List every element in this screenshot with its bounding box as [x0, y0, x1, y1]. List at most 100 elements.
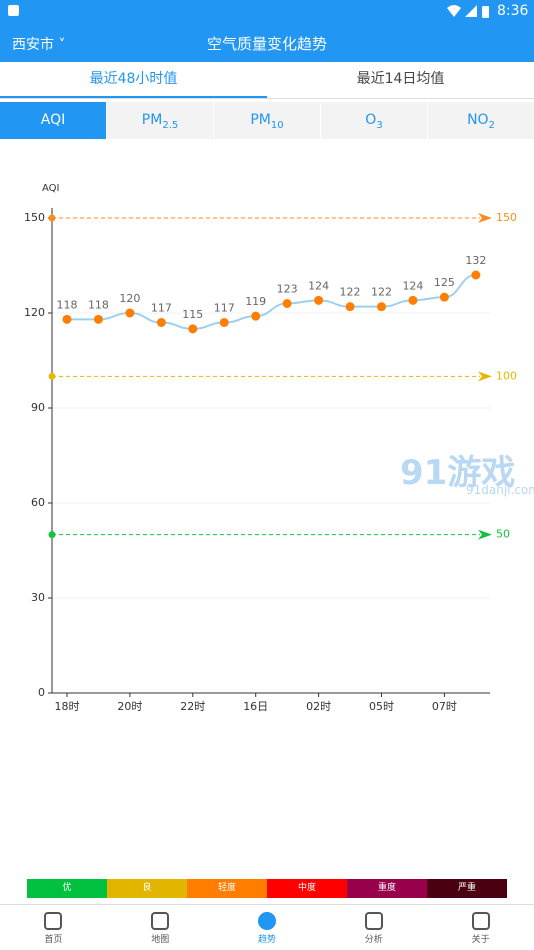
nav-icon[interactable] — [44, 912, 63, 930]
pollutant-name[interactable]: PM — [250, 112, 271, 128]
nav-item[interactable]: 首页 — [0, 905, 107, 950]
value-label: 122 — [371, 286, 392, 299]
value-label: 117 — [151, 302, 172, 315]
reference-dot — [48, 214, 56, 222]
value-label: 124 — [402, 279, 423, 292]
level: 中度 — [267, 879, 347, 898]
reference-dot — [48, 531, 56, 539]
level: 优 — [27, 879, 107, 898]
clock: 8:36 — [497, 3, 529, 19]
value-label: 124 — [308, 279, 329, 292]
pollutant-name[interactable]: PM — [141, 112, 163, 128]
nav-label[interactable]: 趋势 — [257, 935, 276, 945]
pollutant-subscript[interactable]: 2 — [488, 119, 495, 131]
tab[interactable]: 最近48小时值 — [0, 62, 267, 98]
chart: AQI 0 30 60 90 120 150 18时 20时 22时 16日 02时 05时 07时 150… — [24, 183, 517, 713]
nav-item[interactable]: 地图 — [107, 905, 214, 950]
point — [62, 314, 72, 324]
level-legend: 优良轻度 中度 重度 严重 — [27, 879, 507, 898]
pollutant-tab[interactable]: PM10 — [214, 102, 321, 139]
nav-icon[interactable] — [151, 912, 170, 930]
watermark-url: 91danji.com — [466, 483, 534, 497]
y-tick-label: 120 — [24, 306, 45, 319]
reference-arrow — [478, 529, 492, 540]
x-tick-label: 20时 — [117, 700, 142, 713]
y-tick-label: 90 — [31, 401, 45, 414]
level: 良 — [107, 879, 187, 898]
point — [282, 299, 292, 308]
pollutant-name[interactable]: O — [365, 112, 377, 128]
point — [125, 308, 135, 318]
nav-item[interactable]: 分析 — [320, 905, 427, 950]
reference-label: 100 — [496, 369, 517, 382]
nav-label[interactable]: 地图 — [151, 935, 170, 945]
pollutant-subscript[interactable]: 3 — [376, 119, 383, 131]
nav-label[interactable]: 首页 — [44, 935, 63, 945]
nav-label[interactable]: 关于 — [471, 935, 490, 945]
x-tick-label: 05时 — [369, 700, 394, 713]
point — [471, 270, 481, 280]
value-label: 123 — [277, 283, 298, 296]
tab[interactable]: 最近14日均值 — [356, 71, 445, 87]
point — [219, 318, 229, 327]
watermark-brand: 91游戏 — [400, 453, 516, 493]
y-axis-label: AQI — [42, 183, 60, 194]
status-icons — [447, 5, 489, 18]
top-bar — [0, 0, 534, 62]
x-tick-label: 07时 — [432, 700, 457, 713]
reference-label: 50 — [496, 528, 510, 541]
y-tick-label: 0 — [38, 686, 45, 699]
pollutant-tab[interactable]: O3 — [321, 102, 428, 139]
bottom-nav: 首页 地图 趋势 分析 关于 — [0, 904, 534, 950]
y-tick-label: 150 — [24, 211, 45, 224]
value-label: 132 — [465, 254, 486, 267]
nav-icon[interactable] — [257, 912, 276, 930]
reference-arrow — [478, 371, 492, 382]
pollutant-tab[interactable]: NO2 — [428, 102, 534, 139]
level: 严重 — [427, 879, 507, 898]
reference-arrow — [478, 213, 492, 223]
point — [93, 314, 103, 324]
nav-icon[interactable] — [471, 912, 490, 930]
point — [408, 295, 418, 305]
notification-icon — [8, 5, 19, 16]
value-label: 125 — [434, 276, 455, 289]
page-title: 空气质量变化趋势 — [206, 35, 327, 53]
x-tick-label: 18时 — [55, 700, 80, 713]
pollutant-tab[interactable]: AQI — [0, 102, 107, 139]
point — [156, 318, 166, 327]
x-tick-label: 22时 — [180, 700, 205, 713]
tabs: 最近48小时值 最近14日均值 — [0, 62, 534, 99]
point — [439, 292, 449, 302]
y-tick-label: 60 — [31, 496, 45, 509]
level: 重度 — [347, 879, 427, 898]
x-tick-label: 02时 — [306, 700, 331, 713]
point — [345, 302, 355, 312]
x-tick-label: 16日 — [243, 700, 268, 713]
level: 轻度 — [187, 879, 267, 898]
reference-dot — [48, 372, 56, 380]
pollutant-subscript[interactable]: 10 — [270, 119, 284, 131]
pollutant-subscript[interactable]: 2.5 — [162, 119, 179, 131]
point — [251, 311, 261, 321]
nav-icon[interactable] — [364, 912, 383, 930]
city-selector[interactable]: 西安市 ˅ — [12, 37, 66, 53]
pollutant-name[interactable]: NO — [467, 112, 489, 128]
value-label: 122 — [340, 286, 361, 299]
pollutant-name[interactable]: AQI — [40, 112, 66, 128]
point — [377, 302, 386, 312]
point — [314, 295, 324, 305]
nav-item[interactable]: 关于 — [427, 905, 534, 950]
reference-label: 150 — [496, 211, 517, 224]
value-label: 117 — [214, 302, 235, 315]
value-label: 119 — [245, 295, 266, 308]
nav-label[interactable]: 分析 — [364, 935, 383, 945]
value-label: 115 — [182, 308, 203, 321]
value-label: 120 — [119, 292, 140, 305]
city[interactable]: 西安市 — [12, 37, 54, 53]
point — [188, 324, 198, 334]
nav-item[interactable]: 趋势 — [214, 905, 321, 950]
pollutant-tab[interactable]: PM2.5 — [107, 102, 214, 139]
value-label: 118 — [88, 298, 109, 311]
